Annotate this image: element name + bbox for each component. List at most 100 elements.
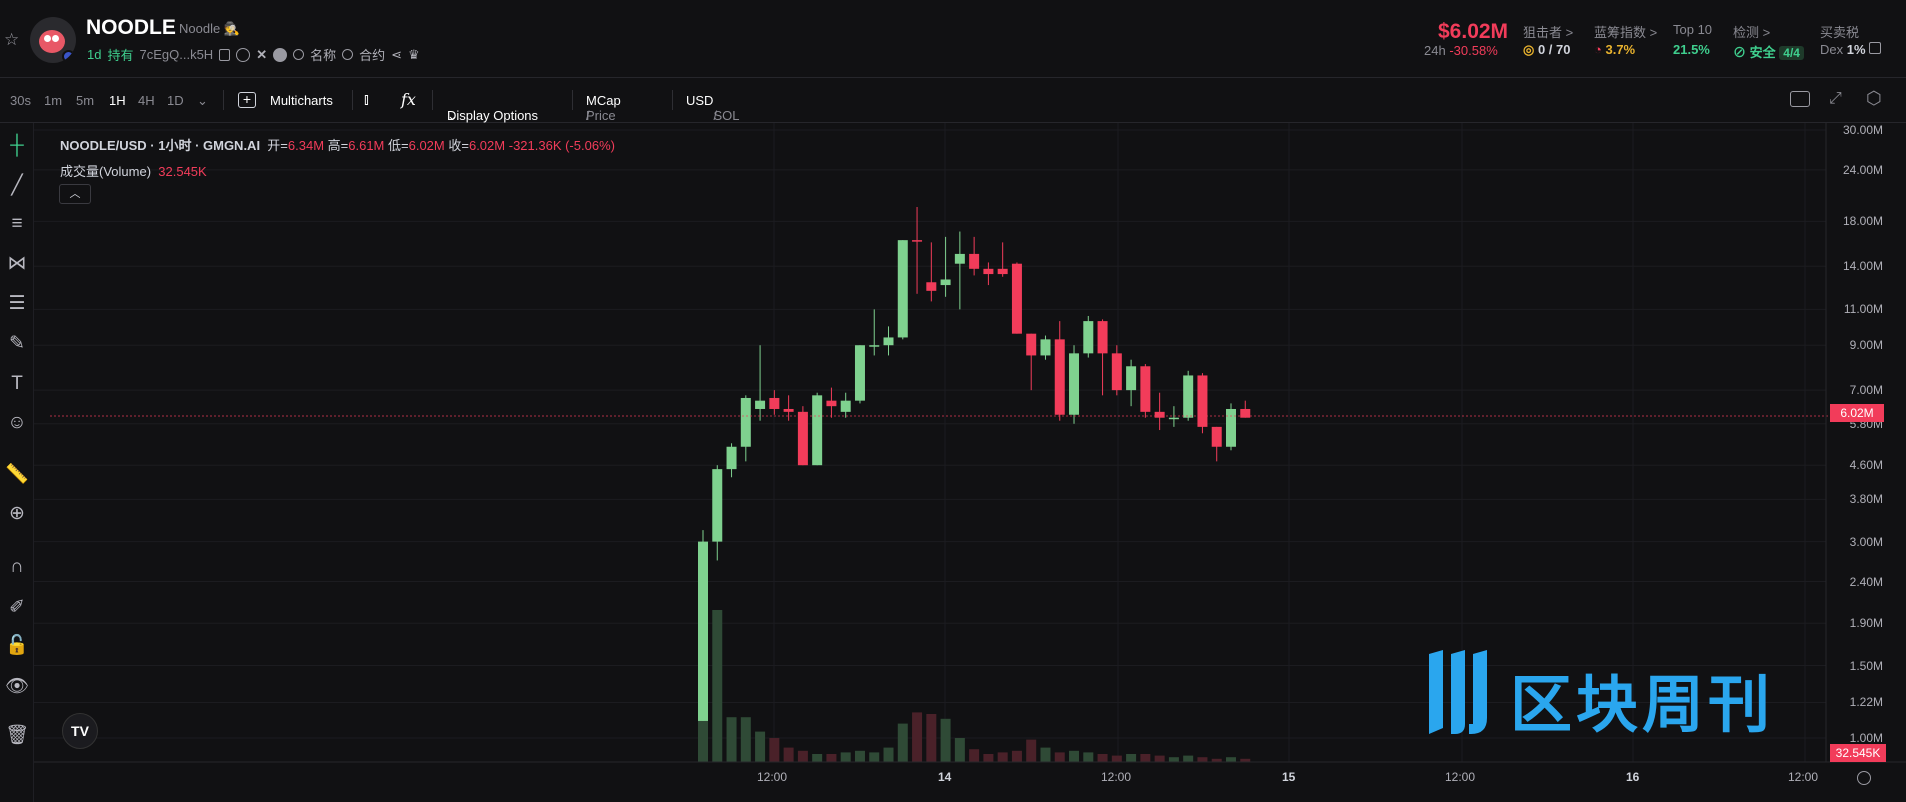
volume-bar: [883, 747, 894, 762]
interval-1m[interactable]: 1m: [44, 93, 63, 108]
trash-icon[interactable]: 🗑: [4, 725, 30, 746]
copy-icon[interactable]: [219, 48, 231, 61]
volume-bar: [712, 610, 723, 762]
settings-gear-icon[interactable]: ⬡: [1866, 88, 1882, 108]
multicharts-button[interactable]: Multicharts: [270, 93, 333, 108]
market-cap-value: $6.02M: [1438, 20, 1509, 43]
indicators-fx-icon[interactable]: fx: [401, 90, 416, 109]
candle-body: [1140, 366, 1151, 412]
candle-body: [812, 395, 823, 466]
price-axis-tick: 24.00M: [1842, 162, 1883, 177]
token-avatar: [30, 17, 76, 63]
trend-line-icon[interactable]: ╱: [11, 175, 23, 196]
telegram-icon[interactable]: [273, 47, 288, 62]
unlock-icon[interactable]: 🔓: [5, 635, 29, 656]
candle-body: [1097, 321, 1108, 354]
candle-body: [726, 446, 737, 470]
search-contract-icon[interactable]: [342, 49, 354, 60]
search-contract-link[interactable]: 合约: [359, 48, 386, 63]
candle-body: [1225, 408, 1236, 447]
volume-bar: [840, 752, 851, 762]
sniper-icon: ◎: [1523, 42, 1535, 57]
magnet-icon[interactable]: ∩: [10, 556, 24, 577]
interval-more-chevron-icon[interactable]: ⌄: [197, 93, 208, 108]
horizontal-lines-icon[interactable]: ≡: [11, 213, 23, 234]
price-axis-tick: 1.90M: [1849, 616, 1883, 631]
candle-body: [1197, 375, 1208, 427]
collapse-legend-button[interactable]: ︿: [59, 184, 91, 204]
tradingview-logo[interactable]: TV: [62, 713, 98, 749]
interval-5m[interactable]: 5m: [76, 93, 95, 108]
camera-icon[interactable]: [1790, 91, 1810, 107]
text-tool-icon[interactable]: T: [11, 373, 23, 394]
ruler-icon[interactable]: 📏: [5, 464, 29, 485]
shield-check-icon: ⊘: [1733, 45, 1747, 60]
pattern-icon[interactable]: ⋈: [7, 253, 27, 274]
volume-bar: [1183, 755, 1194, 762]
price-axis-tick: 1.00M: [1849, 731, 1883, 745]
crosshair-icon[interactable]: ┼: [10, 135, 24, 156]
candle-body: [740, 397, 751, 447]
favorite-star-icon[interactable]: ☆: [4, 30, 20, 49]
price-axis-tick: 3.80M: [1849, 492, 1883, 507]
axis-settings-icon[interactable]: [1857, 771, 1871, 785]
price-change-24h: 24h -30.58%: [1424, 43, 1498, 58]
security-score-badge: 4/4: [1779, 46, 1804, 60]
volume-bar: [954, 738, 965, 762]
security-check-stat[interactable]: 检测 > ⊘ 安全 4/4: [1733, 22, 1804, 60]
ohlc-legend: NOODLE/USD · 1小时 · GMGN.AI 开=6.34M 高=6.6…: [60, 138, 615, 153]
candle-style-icon[interactable]: ⫾: [364, 91, 369, 108]
fullscreen-icon[interactable]: ⤢: [1829, 90, 1842, 107]
candle-body: [1054, 339, 1065, 415]
time-axis-tick: 14: [938, 770, 952, 784]
interval-1d[interactable]: 1D: [167, 93, 184, 108]
add-chart-icon[interactable]: +: [238, 92, 256, 108]
candle-body: [769, 397, 780, 409]
share-icon[interactable]: ⋖: [391, 46, 403, 62]
website-globe-icon[interactable]: [236, 47, 251, 62]
price-axis-tick: 2.40M: [1849, 574, 1883, 589]
search-name-icon[interactable]: [293, 49, 305, 60]
fib-levels-icon[interactable]: ☰: [8, 293, 26, 314]
holders-label: 持有: [107, 48, 134, 63]
price-mcap-toggle[interactable]: Price / MCap: [586, 93, 621, 123]
candle-body: [1154, 411, 1165, 418]
price-axis-tick: 11.00M: [1843, 302, 1883, 317]
volume-bar: [769, 738, 780, 762]
eye-visibility-icon[interactable]: 👁: [4, 676, 30, 697]
interval-1h[interactable]: 1H: [109, 93, 126, 108]
sniper-stat[interactable]: 狙击者 > ◎ 0 / 70: [1523, 25, 1574, 57]
candle-body: [1083, 321, 1094, 354]
price-axis-tick: 7.00M: [1849, 383, 1883, 398]
brush-icon[interactable]: ✎: [9, 333, 25, 354]
usd-sol-toggle[interactable]: USD / SOL: [686, 93, 740, 123]
volume-bar: [1154, 755, 1165, 762]
price-axis-tick: 3.00M: [1849, 534, 1883, 549]
gauge-icon: ◔: [1594, 42, 1602, 57]
search-name-link[interactable]: 名称: [310, 48, 337, 63]
volume-bar: [869, 752, 880, 762]
tax-info-icon[interactable]: [1869, 42, 1882, 54]
candle-body: [840, 400, 851, 412]
zoom-in-icon[interactable]: ⊕: [9, 503, 25, 524]
volume-bar: [740, 717, 751, 762]
volume-bar: [1026, 739, 1037, 762]
tax-stat: 买卖税 Dex 1%: [1820, 22, 1882, 57]
x-twitter-icon[interactable]: ✕: [256, 46, 268, 62]
interval-30s[interactable]: 30s: [10, 93, 31, 108]
interval-4h[interactable]: 4H: [138, 93, 155, 108]
volume-bar: [1126, 754, 1137, 762]
lock-drawing-icon[interactable]: ✐: [9, 597, 25, 618]
drawing-tools-sidebar: ┼ ╱ ≡ ⋈ ☰ ✎ T ☺ 📏 ⊕ ∩ ✐ 🔓 👁 🗑: [0, 123, 34, 802]
crown-icon[interactable]: ♛: [408, 46, 420, 62]
chevron-down-icon: ⌄: [447, 108, 458, 123]
candle-body: [854, 345, 865, 401]
emoji-icon[interactable]: ☺: [7, 412, 27, 433]
contract-address: 7cEgQ...k5H: [139, 47, 214, 62]
candle-body: [883, 337, 894, 346]
top10-stat[interactable]: Top 10 21.5%: [1673, 22, 1713, 57]
candle-body: [869, 345, 880, 347]
candle-body: [926, 282, 937, 291]
price-axis-tick: 14.00M: [1842, 259, 1883, 274]
bluechip-stat[interactable]: 蓝筹指数 > ◔ 3.7%: [1594, 25, 1658, 57]
